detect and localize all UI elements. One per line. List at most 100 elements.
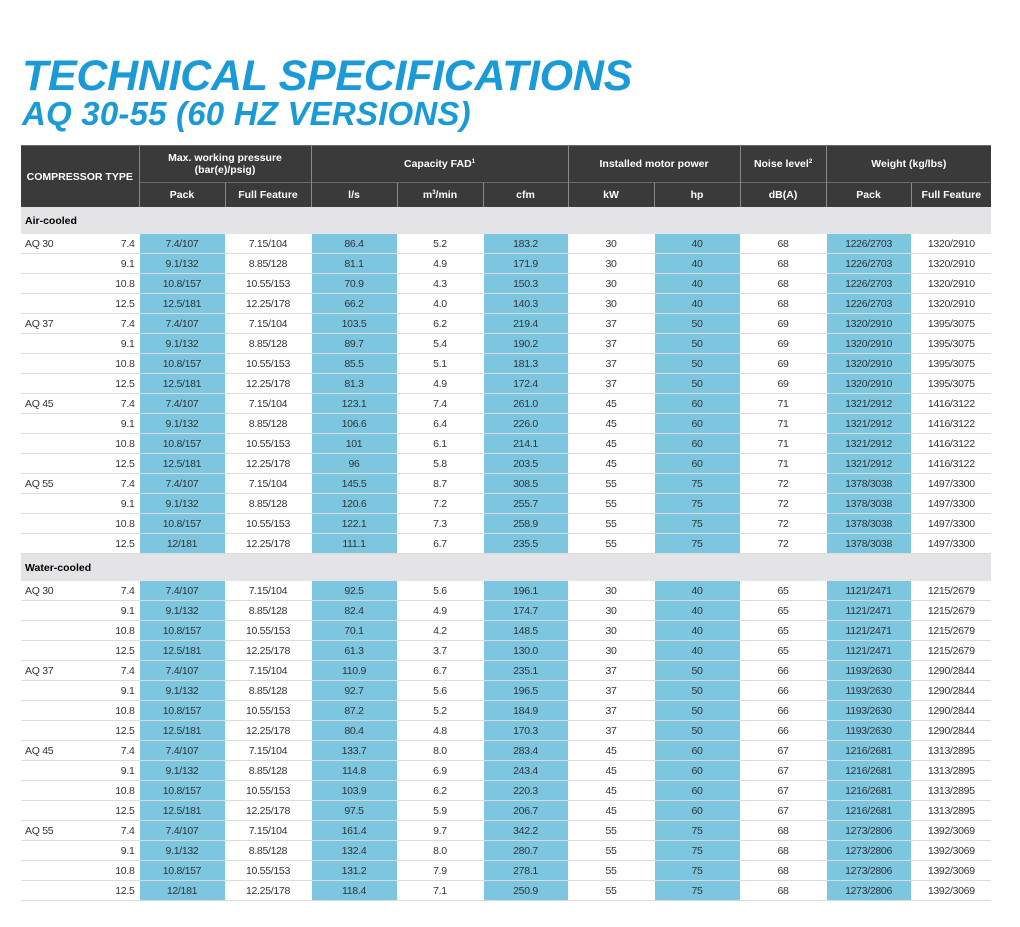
- cell-weight-pack: 1320/2910: [825, 333, 912, 354]
- cell-pressure-full-feature: 7.15/104: [224, 660, 311, 681]
- table-row: AQ 55 7.4 7.4/107 7.15/104 161.4 9.7 342.2 55 75…: [21, 820, 992, 841]
- cell-capacity-ls: 161.4: [310, 820, 397, 841]
- cell-weight-pack: 1273/2806: [825, 860, 912, 881]
- cell-capacity-m3min: 5.1: [396, 353, 483, 374]
- cell-pressure-full-feature: 12.25/178: [224, 373, 311, 394]
- cell-model: [21, 680, 115, 701]
- cell-capacity-m3min: 8.7: [396, 473, 483, 494]
- cell-pressure-pack: 9.1/132: [138, 253, 225, 274]
- cell-motor-hp: 60: [653, 760, 741, 781]
- cell-pressure-pack: 7.4/107: [138, 313, 225, 334]
- cell-capacity-m3min: 8.0: [396, 740, 483, 761]
- cell-model: [21, 600, 115, 621]
- cell-weight-full-feature: 1290/2844: [910, 700, 992, 721]
- cell-pressure-nominal: 10.8: [115, 353, 139, 374]
- header-compressor-type: COMPRESSOR TYPE: [21, 145, 139, 207]
- cell-weight-full-feature: 1290/2844: [910, 660, 992, 681]
- cell-pressure-nominal: 9.1: [115, 600, 139, 621]
- cell-weight-full-feature: 1395/3075: [910, 353, 992, 374]
- cell-motor-kw: 37: [567, 353, 655, 374]
- cell-model: [21, 640, 115, 661]
- cell-motor-kw: 30: [567, 234, 655, 254]
- subheader-ls: l/s: [310, 182, 397, 207]
- cell-pressure-full-feature: 10.55/153: [224, 353, 311, 374]
- cell-noise-dba: 71: [739, 413, 827, 434]
- cell-pressure-pack: 12.5/181: [138, 373, 225, 394]
- cell-pressure-nominal: 7.4: [115, 473, 139, 494]
- cell-motor-hp: 50: [653, 373, 741, 394]
- cell-motor-hp: 40: [653, 273, 741, 294]
- cell-pressure-pack: 9.1/132: [138, 493, 225, 514]
- table-row: 10.8 10.8/157 10.55/153 103.9 6.2 220.3 45 60 67…: [21, 780, 992, 801]
- cell-weight-full-feature: 1497/3300: [910, 473, 992, 494]
- cell-capacity-ls: 86.4: [310, 234, 397, 254]
- cell-noise-dba: 68: [739, 253, 827, 274]
- cell-capacity-m3min: 4.3: [396, 273, 483, 294]
- cell-capacity-ls: 81.3: [310, 373, 397, 394]
- table-row: 10.8 10.8/157 10.55/153 122.1 7.3 258.9 55 75 72…: [21, 513, 992, 534]
- cell-capacity-m3min: 8.0: [396, 840, 483, 861]
- cell-pressure-full-feature: 12.25/178: [224, 453, 311, 474]
- cell-motor-hp: 75: [653, 533, 741, 554]
- cell-motor-hp: 60: [653, 453, 741, 474]
- cell-model: [21, 293, 115, 314]
- cell-capacity-cfm: 243.4: [482, 760, 569, 781]
- cell-capacity-m3min: 3.7: [396, 640, 483, 661]
- cell-noise-dba: 68: [739, 293, 827, 314]
- cell-model: [21, 620, 115, 641]
- cell-motor-hp: 60: [653, 413, 741, 434]
- cell-pressure-nominal: 12.5: [115, 720, 139, 741]
- cell-weight-pack: 1121/2471: [825, 581, 912, 601]
- cell-capacity-ls: 92.7: [310, 680, 397, 701]
- cell-pressure-full-feature: 10.55/153: [224, 780, 311, 801]
- cell-pressure-full-feature: 10.55/153: [224, 860, 311, 881]
- cell-capacity-m3min: 4.9: [396, 373, 483, 394]
- cell-pressure-nominal: 10.8: [115, 433, 139, 454]
- cell-capacity-m3min: 5.6: [396, 680, 483, 701]
- cell-pressure-pack: 12.5/181: [138, 293, 225, 314]
- header-capacity: Capacity FAD1: [310, 145, 569, 183]
- subheader-dba: dB(A): [739, 182, 827, 207]
- cell-motor-kw: 55: [567, 880, 655, 901]
- cell-pressure-nominal: 12.5: [115, 880, 139, 901]
- cell-motor-kw: 37: [567, 313, 655, 334]
- cell-noise-dba: 67: [739, 800, 827, 821]
- cell-pressure-full-feature: 12.25/178: [224, 533, 311, 554]
- cell-weight-pack: 1121/2471: [825, 640, 912, 661]
- table-row: 9.1 9.1/132 8.85/128 114.8 6.9 243.4 45 60 67 121…: [21, 760, 992, 781]
- table-row: AQ 37 7.4 7.4/107 7.15/104 110.9 6.7 235.1 37 50…: [21, 660, 992, 681]
- cell-pressure-full-feature: 8.85/128: [224, 413, 311, 434]
- header-pressure: Max. working pressure (bar(e)/psig): [138, 145, 311, 183]
- cell-pressure-pack: 10.8/157: [138, 433, 225, 454]
- cell-motor-kw: 30: [567, 273, 655, 294]
- table-row: 12.5 12.5/181 12.25/178 66.2 4.0 140.3 30 40 68 1…: [21, 293, 992, 314]
- cell-pressure-nominal: 10.8: [115, 620, 139, 641]
- cell-motor-hp: 75: [653, 493, 741, 514]
- cell-pressure-pack: 7.4/107: [138, 820, 225, 841]
- cell-capacity-ls: 87.2: [310, 700, 397, 721]
- cell-motor-kw: 37: [567, 333, 655, 354]
- table-row: 10.8 10.8/157 10.55/153 70.9 4.3 150.3 30 40 68 1…: [21, 273, 992, 294]
- cell-weight-pack: 1193/2630: [825, 660, 912, 681]
- cell-motor-hp: 75: [653, 840, 741, 861]
- cell-capacity-cfm: 181.3: [482, 353, 569, 374]
- table-header: COMPRESSOR TYPE Max. working pressure (b…: [21, 145, 992, 207]
- cell-pressure-pack: 7.4/107: [138, 393, 225, 414]
- cell-noise-dba: 69: [739, 333, 827, 354]
- table-row: 12.5 12.5/181 12.25/178 96 5.8 203.5 45 60 71 132…: [21, 453, 992, 474]
- cell-pressure-full-feature: 12.25/178: [224, 640, 311, 661]
- cell-pressure-full-feature: 8.85/128: [224, 600, 311, 621]
- cell-capacity-m3min: 5.6: [396, 581, 483, 601]
- cell-capacity-ls: 101: [310, 433, 397, 454]
- cell-noise-dba: 72: [739, 473, 827, 494]
- cell-capacity-m3min: 4.8: [396, 720, 483, 741]
- table-body: Air-cooled AQ 30 7.4 7.4/107 7.15/104 86.4 5.2…: [21, 207, 992, 901]
- cell-capacity-ls: 81.1: [310, 253, 397, 274]
- cell-model: [21, 273, 115, 294]
- subheader-pack: Pack: [138, 182, 225, 207]
- cell-capacity-m3min: 4.0: [396, 293, 483, 314]
- cell-pressure-full-feature: 7.15/104: [224, 234, 311, 254]
- cell-pressure-nominal: 7.4: [115, 581, 139, 601]
- cell-pressure-nominal: 12.5: [115, 800, 139, 821]
- cell-motor-hp: 50: [653, 353, 741, 374]
